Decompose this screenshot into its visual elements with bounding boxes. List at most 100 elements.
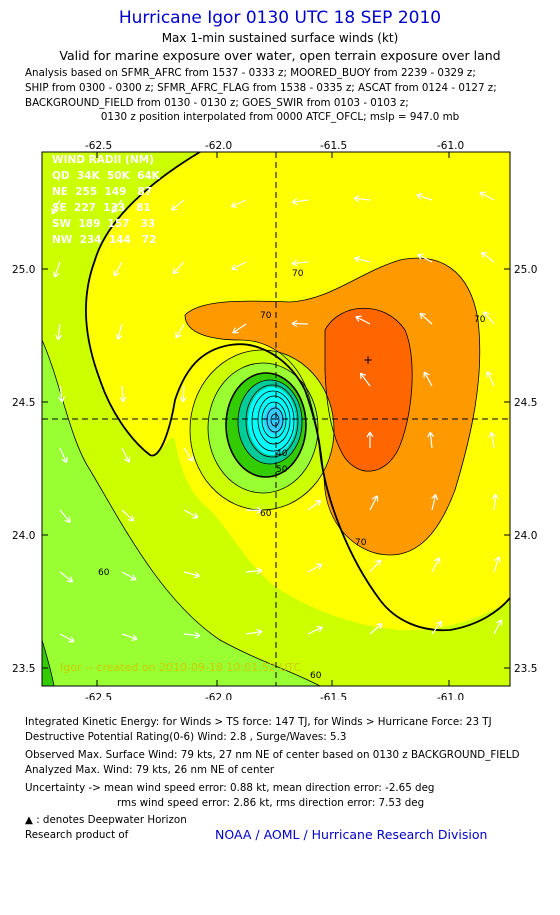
wind-arrow — [172, 261, 185, 275]
wind-arrow — [52, 261, 61, 278]
wind-radii-title: WIND RADII (NM) — [52, 154, 154, 166]
deepwater-horizon-legend: ▲ : denotes Deepwater Horizon — [25, 814, 187, 826]
y-tick-label-right: 25.0 — [514, 264, 537, 276]
chart-subtitle-exposure: Valid for marine exposure over water, op… — [59, 48, 501, 63]
wind-contour-fill: + WIND RADII (NM) QD 34K 50K 64K NE 255 … — [42, 152, 510, 686]
x-tick-label-bottom: -62.0 — [205, 692, 232, 700]
wind-arrow — [179, 385, 187, 403]
wind-arrow — [491, 493, 499, 511]
wind-arrow — [493, 619, 503, 635]
wind-radii-row: QD 34K 50K 64K — [52, 170, 161, 182]
analyzed-max-text: Analyzed Max. Wind: 79 kts, 26 nm NE of … — [25, 764, 275, 776]
wind-arrow — [479, 191, 495, 201]
wind-arrow — [369, 623, 383, 635]
wind-arrow — [355, 315, 371, 325]
wind-arrow — [59, 633, 75, 643]
chart-subtitle-variable: Max 1-min sustained surface winds (kt) — [161, 31, 399, 45]
axis-ticks — [42, 152, 510, 686]
y-tick-label-left: 24.5 — [12, 397, 35, 409]
wind-arrow — [416, 193, 433, 201]
x-tick-label-bottom: -62.5 — [85, 692, 112, 700]
analysis-line: Analysis based on SFMR_AFRC from 1537 - … — [25, 67, 476, 79]
x-tick-label-top: -62.5 — [85, 140, 112, 152]
wind-arrow — [121, 509, 135, 522]
wind-arrow — [488, 431, 496, 449]
y-tick-label-right: 24.5 — [514, 397, 537, 409]
contour-label: 70 — [355, 538, 367, 548]
wind-arrow — [431, 494, 439, 511]
field-darkorange — [325, 308, 413, 472]
contour-label: 60 — [310, 671, 322, 681]
y-tick-label-left: 23.5 — [12, 663, 35, 675]
wind-field-map: + WIND RADII (NM) QD 34K 50K 64K NE 255 … — [12, 140, 537, 700]
analysis-sources: Analysis based on SFMR_AFRC from 1537 - … — [25, 66, 497, 111]
x-tick-label-bottom: -61.5 — [320, 692, 347, 700]
wind-arrow — [307, 563, 323, 573]
contour-label: 70 — [260, 311, 272, 321]
ike-text: Integrated Kinetic Energy: for Winds > T… — [25, 716, 492, 728]
wind-arrow — [183, 631, 201, 639]
wind-arrow — [245, 567, 263, 575]
wind-arrow — [245, 506, 263, 514]
observed-max-text: Observed Max. Surface Wind: 79 kts, 27 n… — [25, 749, 520, 761]
wind-arrow — [183, 509, 199, 519]
deepwater-horizon-label: : denotes Deepwater Horizon — [32, 814, 187, 826]
wind-arrow — [291, 320, 309, 328]
contour-label: 70 — [292, 269, 304, 279]
wind-arrow — [493, 556, 501, 573]
contour-darkorange-outline — [324, 307, 413, 472]
wind-arrow — [121, 633, 138, 642]
wind-arrow — [231, 261, 247, 271]
wind-arrow — [366, 431, 374, 449]
contour-label: 50 — [276, 465, 288, 475]
x-tick-label-top: -61.0 — [437, 140, 464, 152]
wind-radii-row: NW 234 144 72 — [52, 234, 156, 246]
wind-arrow — [183, 447, 194, 462]
wind-arrow — [423, 371, 433, 387]
wind-arrow — [291, 198, 309, 206]
wind-arrow — [431, 557, 441, 573]
wind-arrow — [354, 255, 371, 263]
contour-64kt — [85, 152, 510, 632]
wind-arrow — [307, 626, 323, 635]
wind-arrow — [111, 199, 123, 214]
wind-arrow — [121, 571, 137, 581]
wind-arrow — [175, 323, 185, 339]
x-tick-label-top: -62.0 — [205, 140, 232, 152]
research-product-label: Research product of — [25, 829, 129, 841]
contour-label: 60 — [98, 568, 110, 578]
wind-arrow — [230, 199, 247, 208]
analysis-line: SHIP from 0300 - 0300 z; SFMR_AFRC_FLAG … — [25, 82, 497, 94]
wind-arrow — [171, 199, 185, 211]
wind-arrow — [55, 323, 63, 341]
contour-70-outline — [184, 257, 481, 556]
y-tick-label-left: 25.0 — [12, 264, 35, 276]
wind-radii-row: NE 255 149 87 — [52, 186, 152, 198]
wind-arrow — [51, 199, 61, 215]
wind-arrow — [58, 385, 66, 403]
wind-arrow — [307, 499, 322, 511]
wind-arrow — [417, 253, 433, 263]
wind-arrow — [59, 509, 71, 523]
y-tick-label-left: 24.0 — [12, 530, 35, 542]
contour-label: 70 — [474, 315, 486, 325]
deepwater-horizon-icon: ▲ — [25, 814, 33, 826]
noaa-link[interactable]: NOAA / AOML / Hurricane Research Divisio… — [215, 827, 488, 842]
wind-arrow — [59, 447, 68, 464]
wind-arrow — [59, 571, 74, 583]
wind-arrow — [359, 372, 371, 387]
wind-arrow — [419, 312, 433, 325]
contour-label: 60 — [260, 509, 272, 519]
wind-vectors — [51, 191, 503, 643]
field-lightgreen — [42, 340, 320, 686]
x-tick-label-bottom: -61.0 — [437, 692, 464, 700]
wind-arrow — [369, 559, 382, 573]
uncertainty-mean-text: Uncertainty -> mean wind speed error: 0.… — [25, 782, 435, 794]
wind-arrow — [113, 261, 123, 277]
wind-arrow — [369, 495, 379, 511]
wind-arrow — [183, 571, 200, 579]
wind-arrow — [431, 620, 443, 635]
wind-arrow — [115, 323, 123, 340]
wind-arrow — [427, 431, 435, 449]
x-tick-label-top: -61.5 — [320, 140, 347, 152]
